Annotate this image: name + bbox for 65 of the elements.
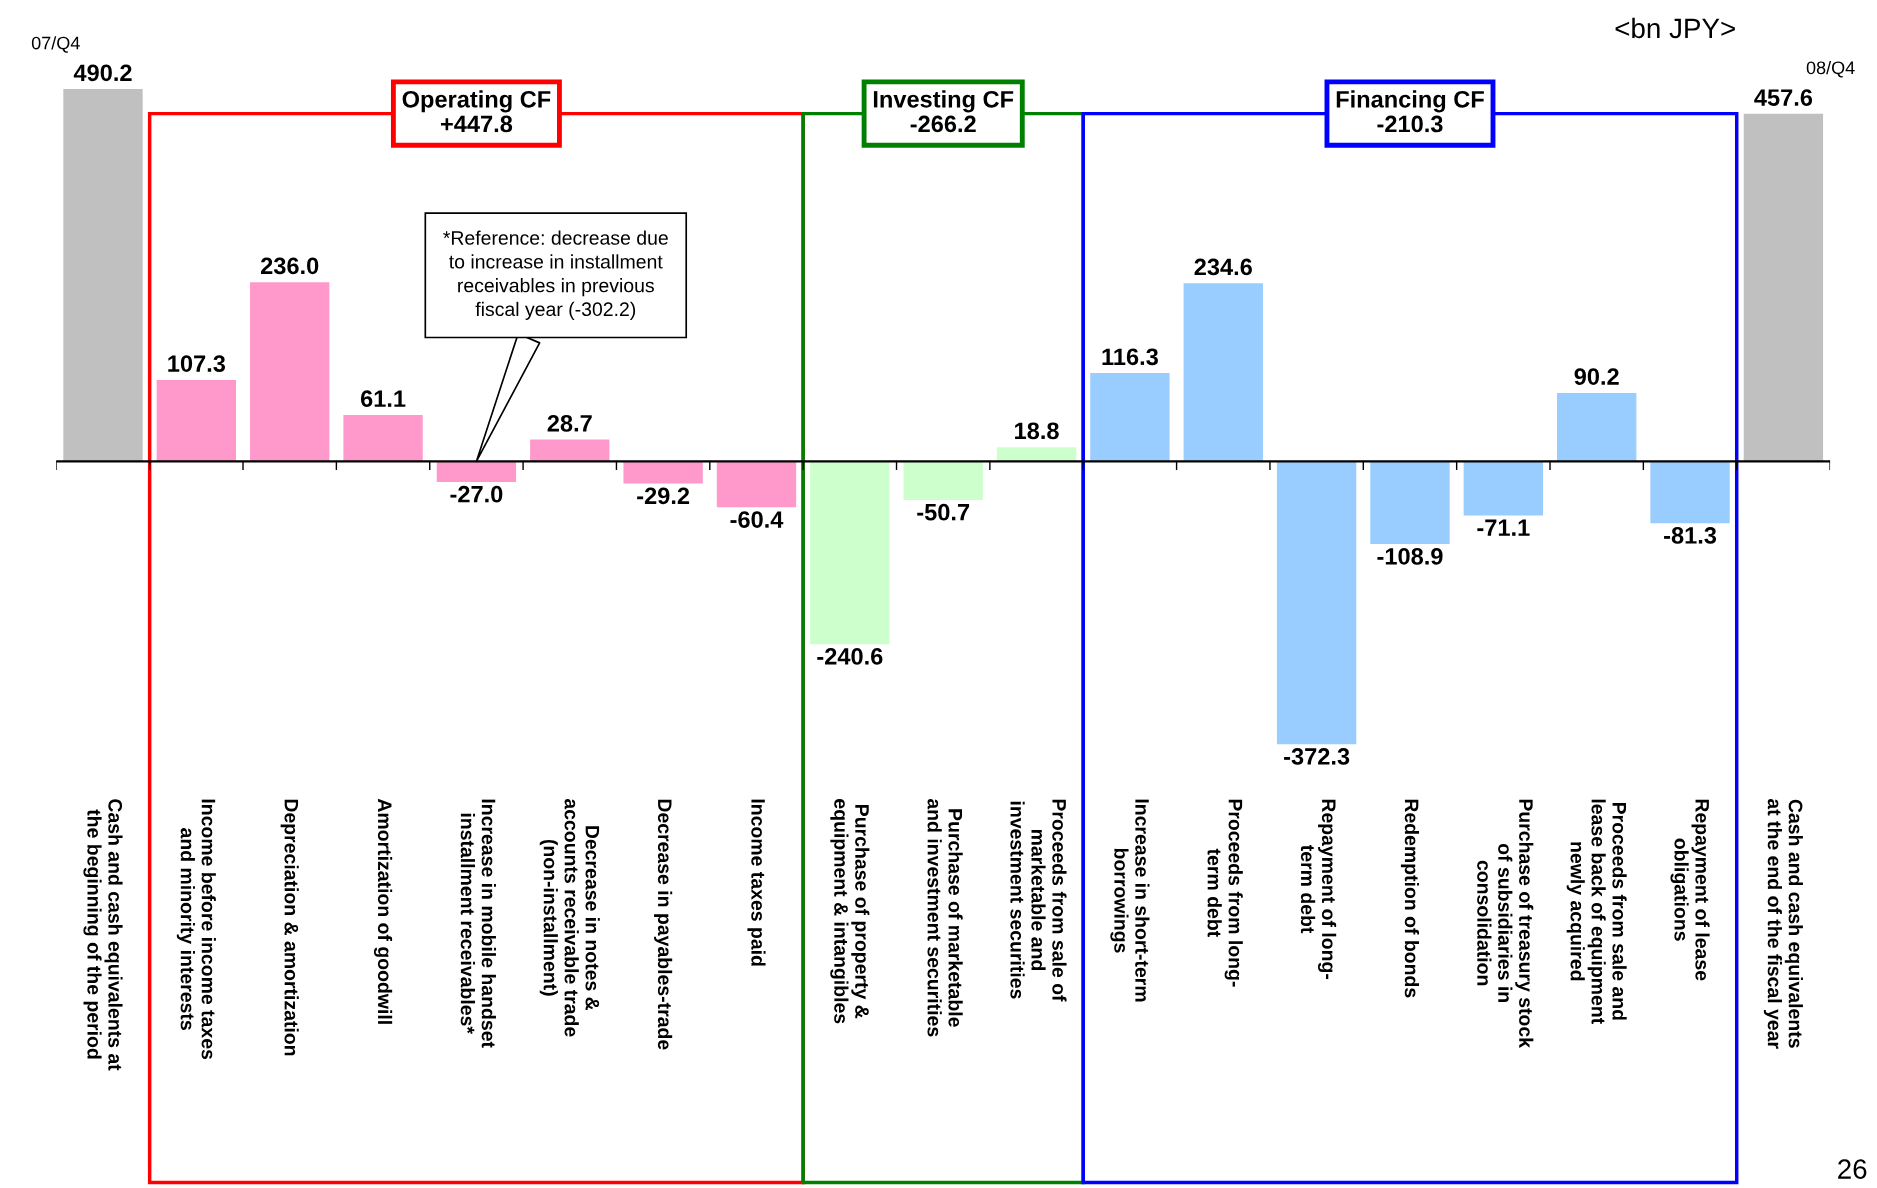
text: 26 <box>1838 1159 1867 1179</box>
x-tick-label: Repayment of lease obligations <box>1670 799 1710 981</box>
annotation: Operating CF +447.8 <box>402 90 551 133</box>
bar <box>1557 392 1637 462</box>
data-label: -81.3 <box>1664 527 1717 544</box>
x-tick-label: Decrease in payables-trade <box>654 799 673 1050</box>
x-tick-label: Increase in mobile handset installment receivables* <box>460 799 496 1048</box>
bar <box>1463 461 1544 516</box>
bar <box>716 461 797 508</box>
annotation: Financing CF -210.3 <box>1336 90 1484 133</box>
data-label: 18.8 <box>1015 422 1059 440</box>
x-tick-label: Repayment of long- term debt <box>1300 799 1337 980</box>
bar <box>1276 461 1357 745</box>
annotation: *Reference: decrease due to increase in installment receivables in previous fiscal year (-302.2) <box>443 230 668 320</box>
bar <box>436 461 517 482</box>
x-tick-label: Purchase of marketable and investment securities <box>927 798 963 1037</box>
x-tick-label: Purchase of treasury stock of subsidiaries in consolidation <box>1477 799 1534 1049</box>
data-label: -29.2 <box>637 487 690 505</box>
data-label: -60.4 <box>730 511 784 528</box>
x-tick-label: Income before income taxes and minority interests <box>176 799 216 1060</box>
x-tick-label: Income taxes paid <box>747 799 766 966</box>
bar <box>810 461 890 645</box>
x-tick-label: Redemption of bonds <box>1400 799 1420 998</box>
data-label: 28.7 <box>547 414 592 432</box>
bar <box>250 282 330 462</box>
bar <box>530 439 610 462</box>
x-tick-label: Proceeds from sale and lease back of equipment newly acquired <box>1566 799 1627 1024</box>
bar <box>343 415 423 462</box>
x-tick-label: Depreciation & amortization <box>280 799 299 1056</box>
data-label: -372.3 <box>1284 748 1350 765</box>
data-label: 90.2 <box>1574 368 1619 385</box>
data-label: 107.3 <box>168 355 226 372</box>
data-label: 490.2 <box>73 64 132 82</box>
x-tick-label: Proceeds from sale of marketable and investment securities <box>1010 799 1067 1002</box>
bar <box>1183 283 1263 462</box>
data-label: 116.3 <box>1102 348 1158 366</box>
data-label: -71.1 <box>1477 519 1530 536</box>
bar <box>996 447 1077 462</box>
x-tick-label: Proceeds from long- term debt <box>1207 799 1243 987</box>
data-label: -240.6 <box>817 648 883 665</box>
data-label: 236.0 <box>260 257 319 275</box>
data-label: -108.9 <box>1377 548 1443 565</box>
data-label: -27.0 <box>450 485 503 503</box>
data-label: 234.6 <box>1194 258 1252 276</box>
x-tick-label: Decrease in notes & accounts receivable trade (non-installment) <box>539 798 600 1037</box>
bar <box>1090 373 1170 462</box>
x-tick-label: Increase in short-term borrowings <box>1110 799 1150 1002</box>
x-tick-label: Purchase of property & equipment & intangibles <box>830 799 870 1024</box>
bar <box>903 461 983 500</box>
data-label: -50.7 <box>917 503 970 521</box>
text: <bn JPY> <box>1615 17 1735 39</box>
bar <box>1743 113 1824 462</box>
bar <box>63 89 143 462</box>
bar <box>1370 461 1450 545</box>
x-tick-label: Cash and cash equivalents at the end of the fiscal year <box>1763 798 1803 1049</box>
x-tick-label: Cash and cash equivalents at the beginning of the period <box>83 799 123 1071</box>
data-label: 457.6 <box>1754 89 1813 106</box>
annotation: 07/Q4 <box>31 36 80 53</box>
bar <box>623 461 703 484</box>
x-tick-label: Amortization of goodwill <box>373 798 393 1024</box>
bar <box>1650 461 1730 524</box>
data-label: 61.1 <box>360 390 406 408</box>
bar <box>156 379 237 462</box>
annotation: Investing CF -266.2 <box>873 90 1014 133</box>
annotation: 08/Q4 <box>1806 60 1855 78</box>
